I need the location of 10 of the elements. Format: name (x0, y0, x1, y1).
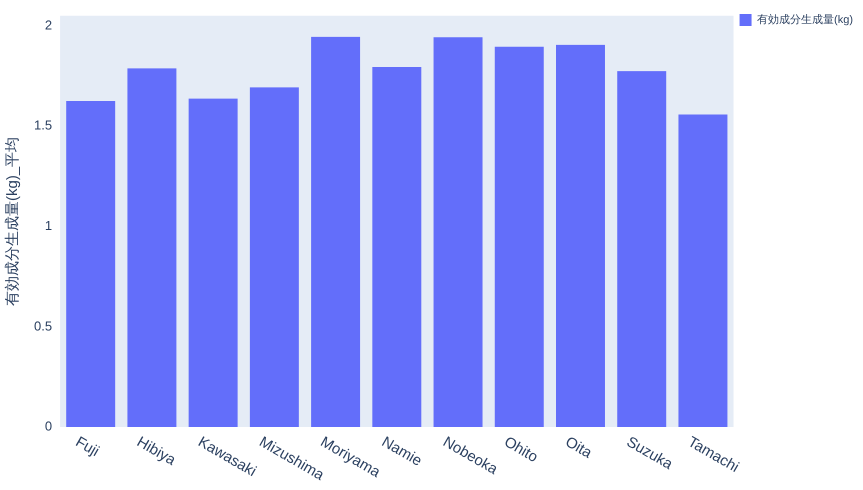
x-tick-label: Oita (562, 433, 596, 462)
y-tick-label: 1 (44, 218, 52, 233)
y-tick-label: 0 (44, 418, 52, 434)
y-tick-label: 0.5 (34, 318, 52, 334)
y-tick-label: 1.5 (34, 118, 52, 133)
x-tick-label: Ohito (501, 433, 541, 466)
y-axis-title: 有効成分生成量(kg)_平均 (4, 136, 22, 306)
legend-label: 有効成分生成量(kg) (757, 13, 854, 26)
y-tick-label: 2 (44, 17, 52, 32)
x-tick-label: Fuji (72, 433, 102, 460)
